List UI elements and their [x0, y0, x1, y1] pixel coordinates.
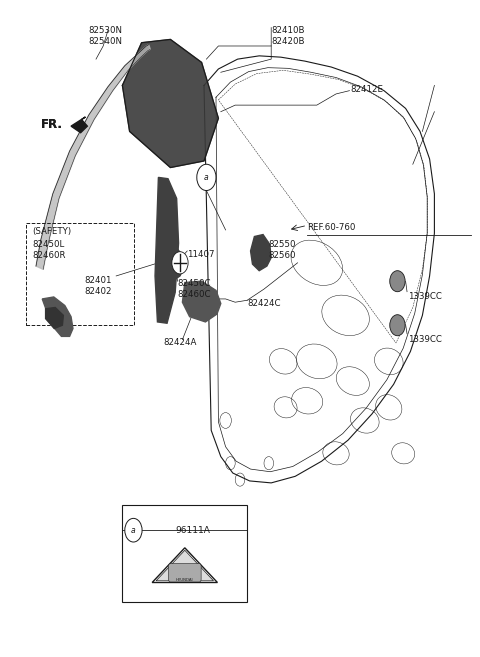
Text: a: a	[204, 173, 209, 182]
Circle shape	[390, 271, 405, 292]
Text: 1339CC: 1339CC	[408, 335, 442, 344]
Text: 11407: 11407	[187, 250, 215, 259]
Text: 96111A: 96111A	[175, 526, 210, 535]
Polygon shape	[182, 281, 221, 322]
Circle shape	[390, 315, 405, 336]
Text: REF.60-760: REF.60-760	[307, 223, 356, 233]
Text: 82550
82560: 82550 82560	[269, 240, 296, 260]
Text: 82424C: 82424C	[247, 299, 281, 308]
Polygon shape	[251, 235, 271, 271]
Text: 82410B
82420B: 82410B 82420B	[271, 26, 305, 46]
Circle shape	[125, 518, 142, 542]
Text: 82401
82402: 82401 82402	[84, 276, 111, 296]
Text: FR.: FR.	[41, 118, 63, 131]
Polygon shape	[160, 246, 185, 283]
Polygon shape	[36, 45, 150, 269]
Text: FR.: FR.	[41, 118, 63, 131]
Circle shape	[172, 252, 188, 274]
Text: 82424A: 82424A	[163, 338, 197, 348]
Text: 82412E: 82412E	[350, 85, 384, 95]
FancyBboxPatch shape	[168, 564, 201, 582]
Text: (SAFETY): (SAFETY)	[33, 227, 72, 236]
Text: a: a	[131, 526, 136, 535]
Circle shape	[197, 164, 216, 191]
Text: 1339CC: 1339CC	[408, 292, 442, 302]
Text: 82450L
82460R: 82450L 82460R	[33, 240, 66, 260]
Polygon shape	[155, 177, 179, 323]
Text: HYUNDAI: HYUNDAI	[176, 578, 193, 581]
Polygon shape	[156, 551, 214, 581]
Polygon shape	[122, 39, 218, 168]
Polygon shape	[46, 307, 63, 328]
Polygon shape	[42, 297, 73, 336]
Polygon shape	[71, 117, 87, 133]
Text: 82530N
82540N: 82530N 82540N	[89, 26, 123, 46]
Text: 82450C
82460C: 82450C 82460C	[178, 279, 211, 299]
